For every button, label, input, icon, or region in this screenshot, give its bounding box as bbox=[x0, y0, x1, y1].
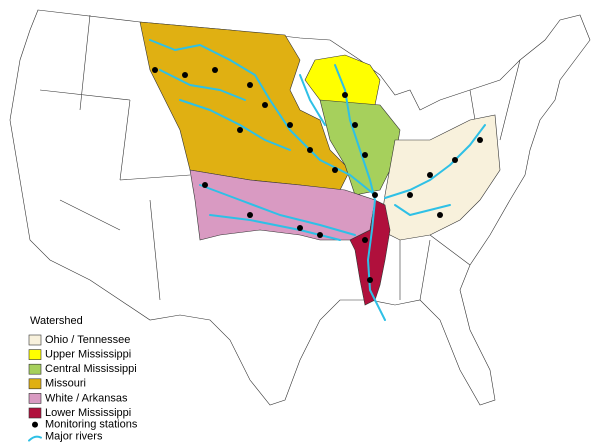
legend-label: Ohio / Tennessee bbox=[45, 334, 130, 346]
legend-label: Missouri bbox=[45, 378, 86, 390]
legend-swatch bbox=[28, 393, 42, 404]
watersheds bbox=[139, 21, 501, 306]
legend-label: Upper Mississippi bbox=[45, 349, 131, 361]
missouri-region bbox=[139, 21, 351, 191]
legend-label: Lower Mississippi bbox=[45, 407, 131, 419]
rivers bbox=[149, 39, 486, 321]
legend-label: Monitoring stations bbox=[45, 419, 138, 431]
legend: Watershed Ohio / Tennessee Upper Mississi… bbox=[28, 315, 138, 443]
legend-label: White / Arkansas bbox=[45, 392, 128, 404]
legend-swatch bbox=[28, 334, 42, 346]
legend-station-symbol bbox=[32, 421, 38, 428]
legend-swatch bbox=[28, 363, 42, 375]
legend-label: Central Mississippi bbox=[45, 363, 137, 375]
us-outline bbox=[9, 9, 591, 406]
legend-title: Watershed bbox=[30, 315, 83, 327]
legend-swatch bbox=[28, 349, 42, 360]
legend-swatch bbox=[28, 407, 42, 419]
legend-river-symbol bbox=[28, 435, 42, 442]
stations bbox=[152, 67, 483, 283]
white-arkansas-region bbox=[189, 169, 376, 241]
legend-label: Major rivers bbox=[45, 431, 103, 443]
legend-swatch bbox=[28, 378, 42, 390]
